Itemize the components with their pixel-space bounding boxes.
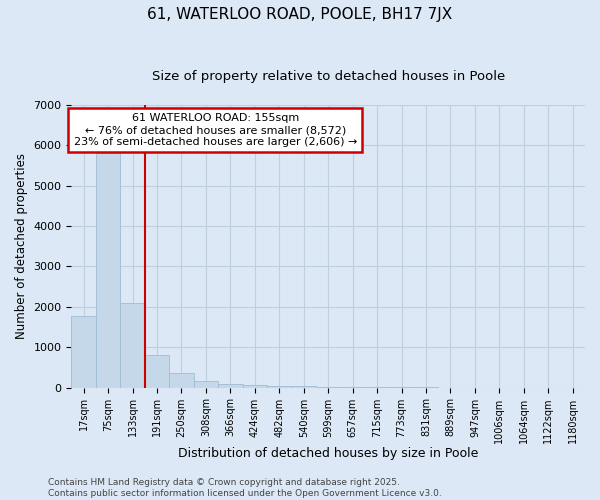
Bar	[292, 386, 316, 388]
Bar	[71, 316, 96, 388]
Bar	[340, 387, 365, 388]
Bar	[169, 374, 194, 388]
Bar	[242, 385, 267, 388]
Bar	[121, 303, 145, 388]
Bar	[194, 380, 218, 388]
Y-axis label: Number of detached properties: Number of detached properties	[15, 154, 28, 340]
Text: 61, WATERLOO ROAD, POOLE, BH17 7JX: 61, WATERLOO ROAD, POOLE, BH17 7JX	[148, 8, 452, 22]
Bar	[316, 387, 340, 388]
Bar	[145, 356, 169, 388]
Bar	[96, 152, 121, 388]
Text: 61 WATERLOO ROAD: 155sqm
← 76% of detached houses are smaller (8,572)
23% of sem: 61 WATERLOO ROAD: 155sqm ← 76% of detach…	[74, 114, 357, 146]
Bar	[218, 384, 242, 388]
Title: Size of property relative to detached houses in Poole: Size of property relative to detached ho…	[152, 70, 505, 83]
X-axis label: Distribution of detached houses by size in Poole: Distribution of detached houses by size …	[178, 447, 478, 460]
Text: Contains HM Land Registry data © Crown copyright and database right 2025.
Contai: Contains HM Land Registry data © Crown c…	[48, 478, 442, 498]
Bar	[267, 386, 292, 388]
